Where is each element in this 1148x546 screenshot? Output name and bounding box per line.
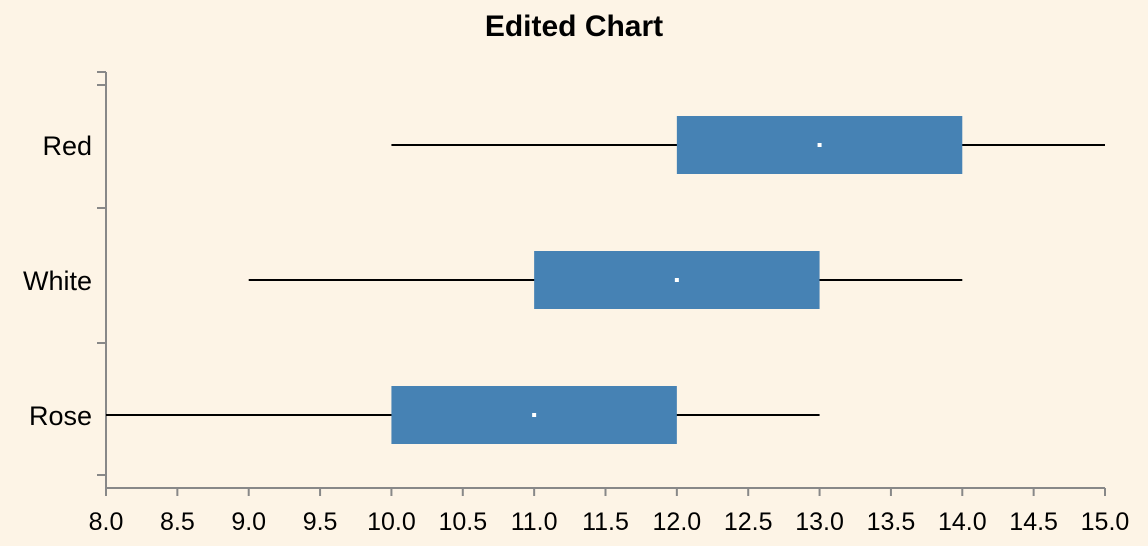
x-tick-label: 8.5 — [160, 508, 195, 536]
category-label: White — [23, 266, 92, 296]
category-label: Rose — [29, 401, 92, 431]
box-group-red — [391, 116, 1105, 174]
x-axis: 8.0 8.5 9.0 9.5 10.0 10.5 11.0 11.5 12.0 12.5 13.0… — [89, 487, 1130, 536]
boxes — [106, 116, 1105, 444]
x-tick-label: 14.5 — [1009, 508, 1058, 536]
y-axis-ticks — [97, 71, 106, 476]
category-label: Red — [42, 131, 92, 161]
x-tick-label: 10.0 — [367, 508, 416, 536]
x-tick-label: 15.0 — [1081, 508, 1130, 536]
box-group-rose — [106, 386, 820, 444]
x-tick-label: 12.5 — [724, 508, 773, 536]
x-tick-label: 13.0 — [795, 508, 844, 536]
category-labels: Red White Rose — [23, 131, 92, 431]
median-mark — [532, 413, 537, 417]
x-tick-label: 14.0 — [938, 508, 987, 536]
median-mark — [817, 143, 822, 147]
x-tick-label: 12.0 — [653, 508, 702, 536]
x-tick-label: 11.0 — [511, 508, 558, 536]
x-tick-label: 9.5 — [303, 508, 338, 536]
x-tick-label: 9.0 — [231, 508, 266, 536]
median-mark — [674, 278, 679, 282]
x-tick-label: 10.5 — [438, 508, 487, 536]
chart-title: Edited Chart — [485, 10, 663, 43]
x-tick-label: 8.0 — [89, 508, 124, 536]
x-tick-label: 13.5 — [867, 508, 916, 536]
x-tick-label: 11.5 — [582, 508, 629, 536]
box-group-white — [248, 251, 963, 309]
